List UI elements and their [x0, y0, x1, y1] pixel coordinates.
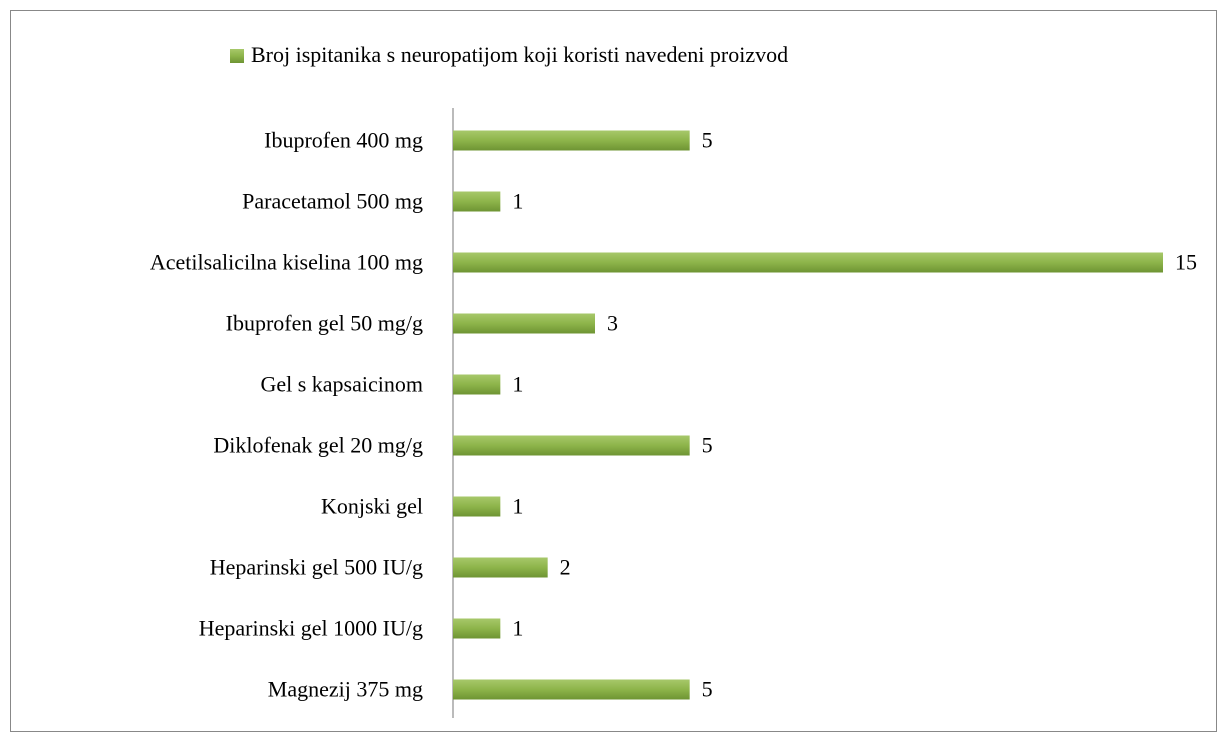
bar — [453, 374, 501, 395]
y-tick-label: Ibuprofen gel 50 mg/g — [226, 311, 423, 336]
y-tick-label: Paracetamol 500 mg — [242, 189, 423, 214]
legend-swatch — [230, 49, 244, 63]
data-label: 1 — [512, 372, 523, 397]
data-label: 1 — [512, 616, 523, 641]
bar — [453, 496, 501, 517]
y-tick-label: Gel s kapsaicinom — [260, 372, 423, 397]
y-tick-label: Diklofenak gel 20 mg/g — [213, 433, 423, 458]
legend-label: Broj ispitanika s neuropatijom koji kori… — [251, 42, 788, 67]
data-label: 2 — [560, 555, 571, 580]
bar — [453, 679, 690, 700]
bar — [453, 618, 501, 639]
data-label: 5 — [702, 128, 713, 153]
data-label: 5 — [702, 677, 713, 702]
bar — [453, 191, 501, 212]
data-label: 1 — [512, 189, 523, 214]
y-tick-label: Heparinski gel 1000 IU/g — [199, 616, 423, 641]
bar — [453, 557, 548, 578]
chart-border — [10, 10, 1217, 732]
data-label: 5 — [702, 433, 713, 458]
bar — [453, 435, 690, 456]
bar — [453, 130, 690, 151]
y-tick-label: Heparinski gel 500 IU/g — [210, 555, 423, 580]
data-label: 15 — [1175, 250, 1197, 275]
legend: Broj ispitanika s neuropatijom koji kori… — [230, 42, 788, 67]
y-tick-label: Magnezij 375 mg — [268, 677, 423, 702]
y-tick-label: Konjski gel — [321, 494, 423, 519]
data-label: 1 — [512, 494, 523, 519]
bar — [453, 313, 595, 334]
data-label: 3 — [607, 311, 618, 336]
y-tick-label: Acetilsalicilna kiselina 100 mg — [150, 250, 423, 275]
y-tick-label: Ibuprofen 400 mg — [264, 128, 423, 153]
bar — [453, 252, 1163, 273]
